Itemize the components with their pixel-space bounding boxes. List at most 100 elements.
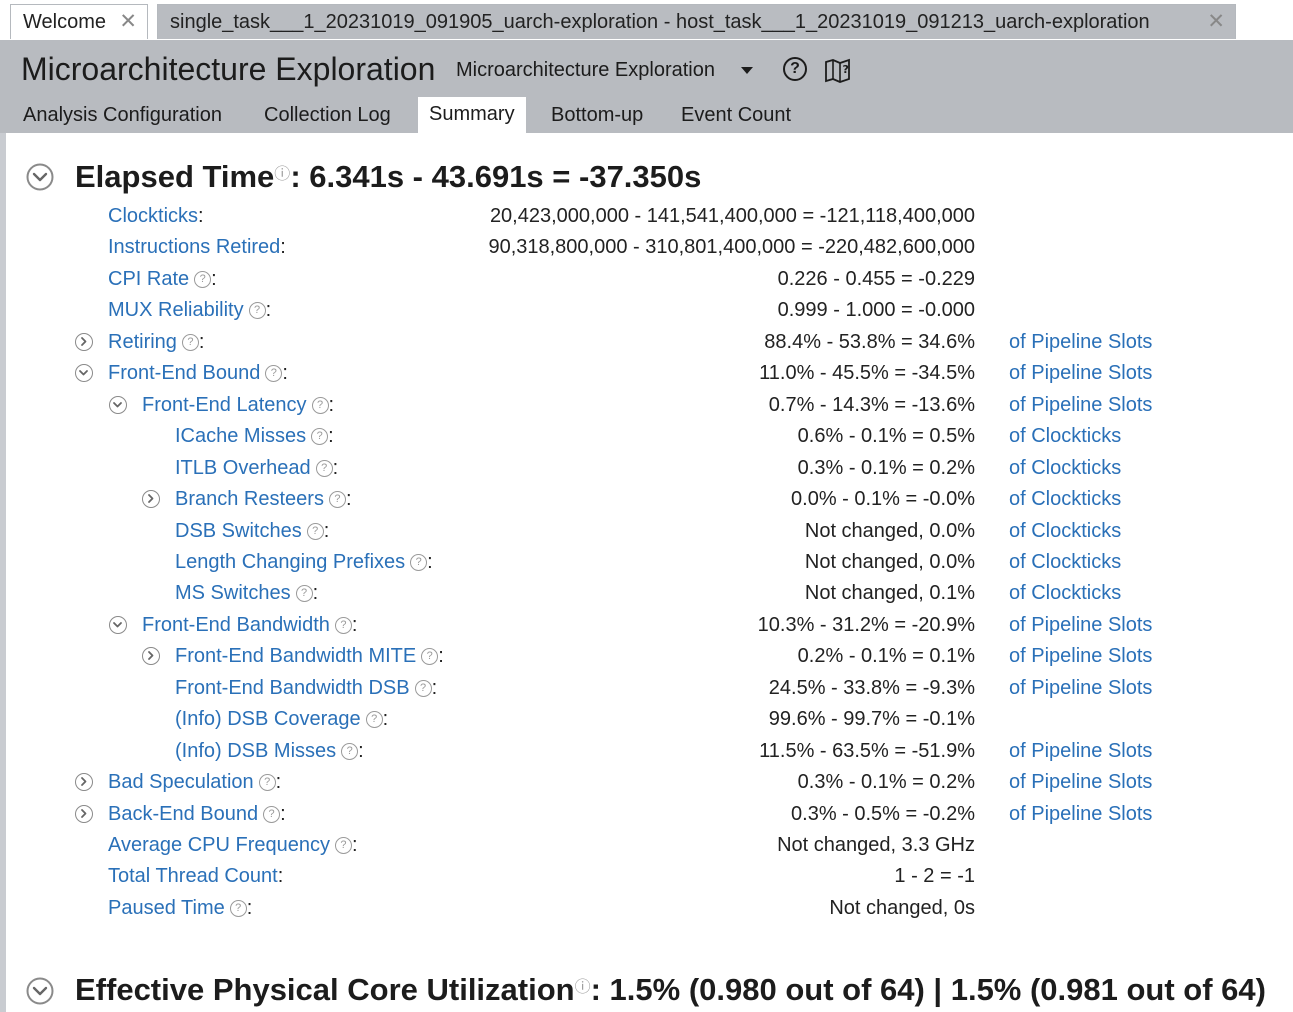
metric-name-link[interactable]: Branch Resteers: [175, 488, 324, 511]
help-icon[interactable]: ?: [783, 57, 807, 81]
help-icon[interactable]: ?: [410, 553, 428, 571]
metric-colon: :: [198, 205, 204, 227]
tab-summary[interactable]: Summary: [418, 97, 526, 133]
help-icon[interactable]: ⓘ: [574, 979, 591, 996]
tab-bottom-up[interactable]: Bottom-up: [551, 104, 644, 126]
tab-analysis-configuration[interactable]: Analysis Configuration: [23, 104, 222, 126]
metric-name-link[interactable]: (Info) DSB Coverage: [175, 708, 361, 731]
metric-unit-link[interactable]: of Pipeline Slots: [1009, 362, 1153, 385]
metric-row: Bad Speculation?: 0.3% - 0.1% = 0.2% of Pi…: [0, 767, 1293, 798]
metric-unit-link[interactable]: of Clockticks: [1009, 488, 1122, 511]
expand-icon[interactable]: [75, 332, 93, 351]
metric-row: CPI Rate?: 0.226 - 0.455 = -0.229: [0, 264, 1293, 295]
help-icon[interactable]: ?: [295, 585, 313, 603]
metric-label: Front-End Bandwidth MITE?:: [175, 641, 444, 672]
expand-icon[interactable]: [75, 773, 93, 792]
viewpoint-dropdown[interactable]: Microarchitecture Exploration: [456, 59, 715, 81]
metric-colon: :: [358, 739, 364, 762]
metric-name-link[interactable]: (Info) DSB Misses: [175, 739, 337, 762]
help-icon[interactable]: ?: [365, 711, 383, 729]
metric-name-link[interactable]: Length Changing Prefixes: [175, 550, 406, 573]
metric-name-link[interactable]: Front-End Latency: [142, 393, 307, 416]
metric-unit-link[interactable]: of Clockticks: [1009, 550, 1122, 573]
metric-value: 0.999 - 1.000 = -0.000: [777, 299, 975, 322]
metric-name-link[interactable]: Clockticks: [108, 205, 199, 227]
collapse-icon[interactable]: [109, 615, 127, 634]
metric-name-link[interactable]: Front-End Bandwidth MITE: [175, 645, 417, 668]
help-icon[interactable]: ?: [328, 491, 346, 509]
metric-colon: :: [438, 645, 444, 668]
metric-name-link[interactable]: Bad Speculation: [108, 771, 254, 794]
collapse-section-icon[interactable]: [26, 977, 54, 1005]
metric-unit-link[interactable]: of Clockticks: [1009, 456, 1122, 479]
metric-name-link[interactable]: CPI Rate: [108, 267, 190, 290]
metric-name-link[interactable]: Back-End Bound: [108, 802, 259, 825]
help-icon[interactable]: ?: [334, 837, 352, 854]
metric-row: MS Switches?: Not changed, 0.1% of Clockti…: [0, 578, 1293, 609]
chevron-down-icon[interactable]: [741, 67, 753, 74]
metric-unit-link[interactable]: of Pipeline Slots: [1009, 645, 1153, 668]
book-map-icon[interactable]: ?: [824, 57, 852, 83]
help-icon[interactable]: ?: [311, 428, 329, 446]
help-icon[interactable]: ?: [306, 522, 324, 540]
metric-unit-link[interactable]: of Pipeline Slots: [1009, 393, 1153, 416]
metric-value: 24.5% - 33.8% = -9.3%: [768, 676, 975, 699]
help-icon[interactable]: ?: [258, 774, 276, 792]
help-icon[interactable]: ?: [181, 333, 199, 351]
help-icon[interactable]: ?: [311, 396, 329, 414]
metric-name-link[interactable]: MUX Reliability: [108, 299, 244, 322]
help-icon[interactable]: ?: [334, 616, 352, 634]
metric-unit-link[interactable]: of Pipeline Slots: [1009, 771, 1153, 794]
metric-unit-link[interactable]: of Pipeline Slots: [1009, 739, 1153, 762]
help-icon[interactable]: ?: [341, 742, 359, 760]
metric-unit-link[interactable]: of Clockticks: [1009, 425, 1122, 448]
metric-unit-link[interactable]: of Pipeline Slots: [1009, 802, 1153, 825]
collapse-section-icon[interactable]: [26, 163, 54, 191]
metric-name-link[interactable]: Instructions Retired: [108, 236, 281, 259]
help-icon[interactable]: ?: [229, 899, 247, 917]
metric-name-link[interactable]: Front-End Bandwidth: [142, 613, 330, 636]
metric-unit-link[interactable]: of Clockticks: [1009, 519, 1122, 542]
metric-name-link[interactable]: Retiring: [108, 330, 177, 353]
metric-unit-link[interactable]: of Pipeline Slots: [1009, 613, 1153, 636]
metric-row: Average CPU Frequency?: Not changed, 3.3 …: [0, 830, 1293, 861]
metric-name-link[interactable]: Front-End Bandwidth DSB: [175, 676, 410, 699]
help-icon[interactable]: ?: [263, 805, 281, 823]
metric-name-link[interactable]: DSB Switches: [175, 519, 302, 542]
metric-name-link[interactable]: ICache Misses: [175, 425, 307, 448]
expand-icon[interactable]: [142, 647, 160, 666]
help-icon[interactable]: ?: [414, 679, 432, 697]
tab-event-count[interactable]: Event Count: [681, 104, 792, 126]
help-icon[interactable]: ?: [248, 302, 266, 320]
metric-name-link[interactable]: MS Switches: [175, 582, 291, 605]
metric-name-link[interactable]: ITLB Overhead: [175, 456, 311, 479]
metric-label: Front-End Latency?:: [142, 390, 334, 421]
metric-unit-link[interactable]: of Pipeline Slots: [1009, 330, 1153, 353]
expand-icon[interactable]: [142, 490, 160, 509]
close-icon[interactable]: ✕: [119, 10, 137, 33]
metric-colon: :: [351, 834, 358, 856]
close-icon[interactable]: ✕: [1207, 10, 1225, 33]
help-icon[interactable]: ?: [265, 365, 283, 383]
help-icon[interactable]: ?: [421, 648, 439, 666]
collapse-icon[interactable]: [109, 395, 127, 414]
help-icon[interactable]: ⓘ: [274, 166, 291, 183]
metric-name-link[interactable]: Front-End Bound: [108, 362, 261, 385]
metric-unit-link[interactable]: of Pipeline Slots: [1009, 676, 1153, 699]
metric-value: 0.3% - 0.1% = 0.2%: [797, 771, 975, 794]
metric-label: Retiring?:: [108, 327, 204, 358]
metric-unit-link[interactable]: of Clockticks: [1009, 582, 1122, 605]
help-icon[interactable]: ?: [315, 459, 333, 477]
collapse-icon[interactable]: [75, 364, 93, 383]
metric-label: (Info) DSB Coverage?:: [175, 704, 388, 735]
tab-collection-log[interactable]: Collection Log: [264, 104, 391, 126]
metric-name-link[interactable]: Total Thread Count: [108, 865, 278, 888]
metric-name-link[interactable]: Average CPU Frequency: [108, 834, 330, 856]
help-icon[interactable]: ?: [194, 270, 212, 288]
tab-result[interactable]: single_task___1_20231019_091905_uarch-ex…: [157, 4, 1236, 39]
metric-row: Instructions Retired: 90,318,800,000 - 31…: [0, 232, 1293, 263]
tab-welcome[interactable]: Welcome ✕: [10, 4, 148, 39]
metric-value: 88.4% - 53.8% = 34.6%: [764, 330, 975, 353]
metric-name-link[interactable]: Paused Time: [108, 896, 225, 919]
expand-icon[interactable]: [75, 804, 93, 823]
